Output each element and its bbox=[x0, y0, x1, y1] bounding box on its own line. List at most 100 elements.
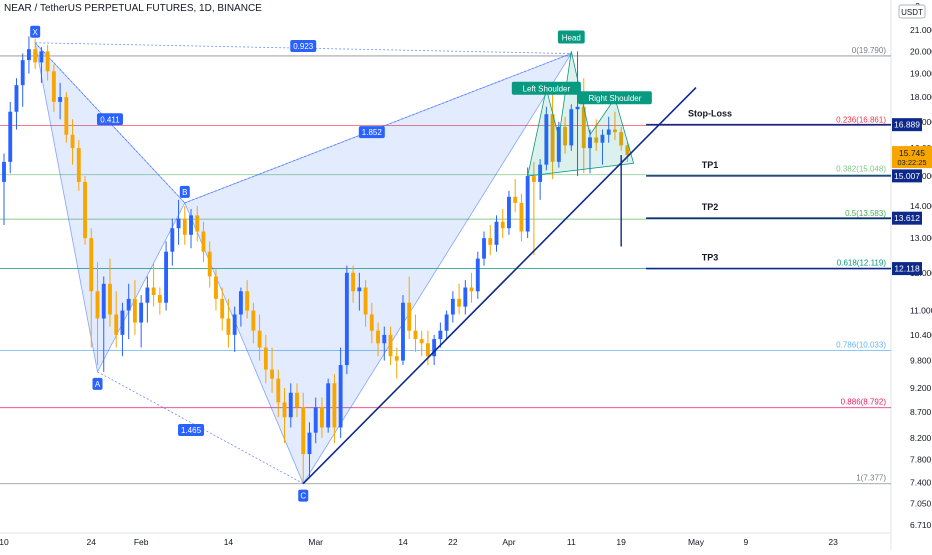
time-tick-label: 14 bbox=[224, 537, 234, 547]
price-tag-box bbox=[892, 169, 922, 183]
candle bbox=[494, 215, 499, 252]
candle-body bbox=[251, 310, 256, 331]
hs-label-text: Left Shoulder bbox=[523, 85, 571, 94]
candle bbox=[27, 36, 31, 74]
fib-label-0.236: 0.236(16.861) bbox=[836, 115, 886, 124]
time-axis: 10 24 Feb 14 Mar 14 22 Apr 11 19 May 9 23 bbox=[0, 537, 838, 547]
candle-body bbox=[276, 378, 281, 403]
candle-body bbox=[326, 383, 331, 428]
price-tick-label: 7.050 bbox=[910, 498, 932, 508]
time-tick-label: 22 bbox=[448, 537, 458, 547]
candle bbox=[301, 392, 306, 483]
candle bbox=[401, 295, 405, 366]
fib-label-0.786: 0.786(10.033) bbox=[836, 340, 886, 349]
candle bbox=[469, 272, 474, 303]
chart-title: NEAR / TetherUS PERPETUAL FUTURES, 1D, B… bbox=[4, 3, 262, 14]
candle bbox=[569, 104, 574, 151]
candle-body bbox=[126, 298, 131, 311]
candle bbox=[432, 334, 437, 366]
candle bbox=[139, 295, 144, 348]
candle bbox=[332, 374, 337, 444]
candle bbox=[108, 258, 112, 327]
candle bbox=[145, 276, 150, 323]
price-tick-label: 13.000 bbox=[910, 233, 932, 243]
hs-label-box bbox=[578, 91, 652, 105]
candle bbox=[531, 161, 536, 256]
candle bbox=[463, 280, 468, 315]
candle-body bbox=[307, 432, 312, 455]
candle-body bbox=[164, 251, 169, 303]
fib-label-0.618: 0.618(12.119) bbox=[837, 259, 887, 268]
candle bbox=[525, 167, 530, 239]
candle bbox=[600, 129, 605, 165]
candle-body bbox=[207, 251, 212, 277]
time-tick-label: Mar bbox=[308, 537, 323, 547]
time-tick-label: 9 bbox=[743, 537, 748, 547]
candle bbox=[20, 53, 25, 107]
candle bbox=[382, 326, 387, 361]
candle bbox=[550, 89, 555, 179]
candle-body bbox=[482, 238, 486, 259]
candle-body bbox=[588, 137, 592, 149]
candle bbox=[251, 302, 256, 344]
candle-body bbox=[407, 302, 412, 331]
fib-label-0.382: 0.382(15.048) bbox=[836, 165, 886, 174]
head-shoulders: Left Shoulder Head Right Shoulder bbox=[511, 30, 652, 177]
candle bbox=[201, 221, 206, 263]
candle bbox=[64, 92, 69, 143]
hs-label-text: Right Shoulder bbox=[588, 94, 641, 103]
candle bbox=[176, 199, 181, 245]
candle-body bbox=[245, 291, 250, 311]
candle bbox=[413, 314, 418, 352]
candle-body bbox=[388, 334, 393, 357]
candle bbox=[588, 129, 592, 174]
time-tick-label: 10 bbox=[0, 537, 9, 547]
candle bbox=[625, 142, 630, 162]
price-tick-label: 9.800 bbox=[910, 356, 932, 366]
candle-body bbox=[145, 287, 150, 303]
candle bbox=[344, 265, 349, 375]
price-tick-label: 19.000 bbox=[910, 69, 932, 79]
candle bbox=[482, 231, 486, 266]
price-tick-label: 14.000 bbox=[910, 201, 932, 211]
candle bbox=[363, 280, 368, 327]
candle-body bbox=[475, 258, 480, 292]
candle bbox=[507, 190, 511, 235]
candle bbox=[58, 82, 63, 120]
candle bbox=[33, 38, 38, 70]
price-tick-label: 8.200 bbox=[910, 433, 932, 443]
fib-label-0.5: 0.5(13.583) bbox=[845, 209, 886, 218]
time-tick-label: 11 bbox=[567, 537, 576, 547]
hs-label-text: Head bbox=[562, 33, 581, 42]
pattern-point-b: B bbox=[179, 185, 190, 198]
candle bbox=[151, 262, 156, 307]
price-tick-label: 7.800 bbox=[910, 455, 932, 465]
candle bbox=[519, 193, 524, 242]
candle bbox=[338, 347, 343, 438]
candle-body bbox=[575, 106, 580, 110]
candle-body bbox=[83, 181, 87, 239]
candle-body bbox=[295, 392, 299, 408]
time-tick-label: 14 bbox=[398, 537, 408, 547]
candle-body bbox=[338, 365, 343, 428]
candle bbox=[226, 298, 231, 348]
price-tick-label: 8.700 bbox=[910, 407, 932, 417]
candle-body bbox=[139, 302, 144, 323]
candle bbox=[126, 283, 131, 340]
pattern-ratio-box bbox=[178, 424, 205, 437]
price-tick-label: 6.710 bbox=[910, 520, 932, 530]
candle-body bbox=[89, 238, 94, 292]
pattern-ratio-label: 0.411 bbox=[96, 113, 123, 126]
candle-body bbox=[500, 221, 505, 229]
candle-body bbox=[151, 287, 156, 296]
currency-badge-box bbox=[898, 4, 926, 19]
candle-body bbox=[550, 114, 555, 162]
pattern-point-text: C bbox=[300, 492, 306, 501]
candle bbox=[214, 269, 218, 311]
candle bbox=[276, 369, 281, 418]
pattern-point-box bbox=[179, 185, 190, 198]
candle-body bbox=[132, 298, 137, 323]
